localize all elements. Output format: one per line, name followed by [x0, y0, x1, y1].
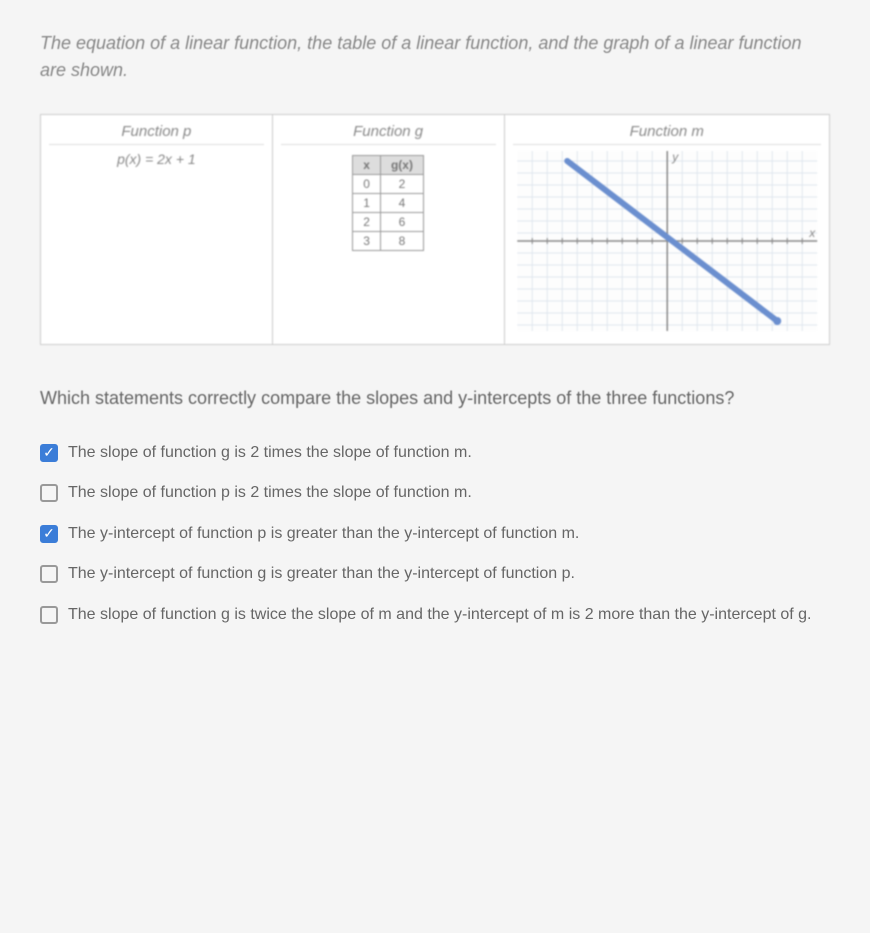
- option-text: The slope of function g is twice the slo…: [68, 604, 812, 626]
- panel-function-g: Function g x g(x) 02 14 26 38: [273, 115, 505, 344]
- cell: 6: [380, 213, 423, 232]
- option-text: The slope of function p is 2 times the s…: [68, 482, 472, 504]
- cell: 0: [353, 175, 381, 194]
- x-axis-label: x: [808, 226, 816, 240]
- line-endpoint: [773, 317, 781, 325]
- panel-function-p: Function p p(x) = 2x + 1: [41, 115, 273, 344]
- panel-header-m: Function m: [513, 123, 821, 145]
- panel-function-m: Function m x y: [505, 115, 829, 344]
- checkbox-icon[interactable]: [40, 484, 58, 502]
- option-5[interactable]: The slope of function g is twice the slo…: [40, 604, 830, 626]
- panel-header-g: Function g: [281, 123, 496, 145]
- table-header-x: x: [353, 156, 381, 175]
- option-text: The y-intercept of function p is greater…: [68, 523, 579, 545]
- options-list: ✓ The slope of function g is 2 times the…: [40, 442, 830, 626]
- cell: 2: [380, 175, 423, 194]
- checkbox-icon[interactable]: ✓: [40, 525, 58, 543]
- function-m-graph: x y: [513, 151, 821, 331]
- option-1[interactable]: ✓ The slope of function g is 2 times the…: [40, 442, 830, 464]
- checkbox-icon[interactable]: ✓: [40, 444, 58, 462]
- cell: 4: [380, 194, 423, 213]
- checkbox-icon[interactable]: [40, 606, 58, 624]
- question-text: The equation of a linear function, the t…: [40, 30, 830, 84]
- sub-question-text: Which statements correctly compare the s…: [40, 385, 830, 412]
- grid: [517, 151, 817, 331]
- function-g-table: x g(x) 02 14 26 38: [352, 155, 424, 251]
- option-text: The slope of function g is 2 times the s…: [68, 442, 472, 464]
- option-text: The y-intercept of function g is greater…: [68, 563, 575, 585]
- table-row: 26: [353, 213, 424, 232]
- panel-header-p: Function p: [49, 123, 264, 145]
- option-4[interactable]: The y-intercept of function g is greater…: [40, 563, 830, 585]
- cell: 3: [353, 232, 381, 251]
- y-axis-label: y: [671, 151, 679, 164]
- table-row: 14: [353, 194, 424, 213]
- option-2[interactable]: The slope of function p is 2 times the s…: [40, 482, 830, 504]
- table-row: 02: [353, 175, 424, 194]
- checkbox-icon[interactable]: [40, 565, 58, 583]
- option-3[interactable]: ✓ The y-intercept of function p is great…: [40, 523, 830, 545]
- function-panels: Function p p(x) = 2x + 1 Function g x g(…: [40, 114, 830, 345]
- table-row: 38: [353, 232, 424, 251]
- table-header-y: g(x): [380, 156, 423, 175]
- cell: 8: [380, 232, 423, 251]
- cell: 1: [353, 194, 381, 213]
- function-p-equation: p(x) = 2x + 1: [49, 151, 264, 167]
- cell: 2: [353, 213, 381, 232]
